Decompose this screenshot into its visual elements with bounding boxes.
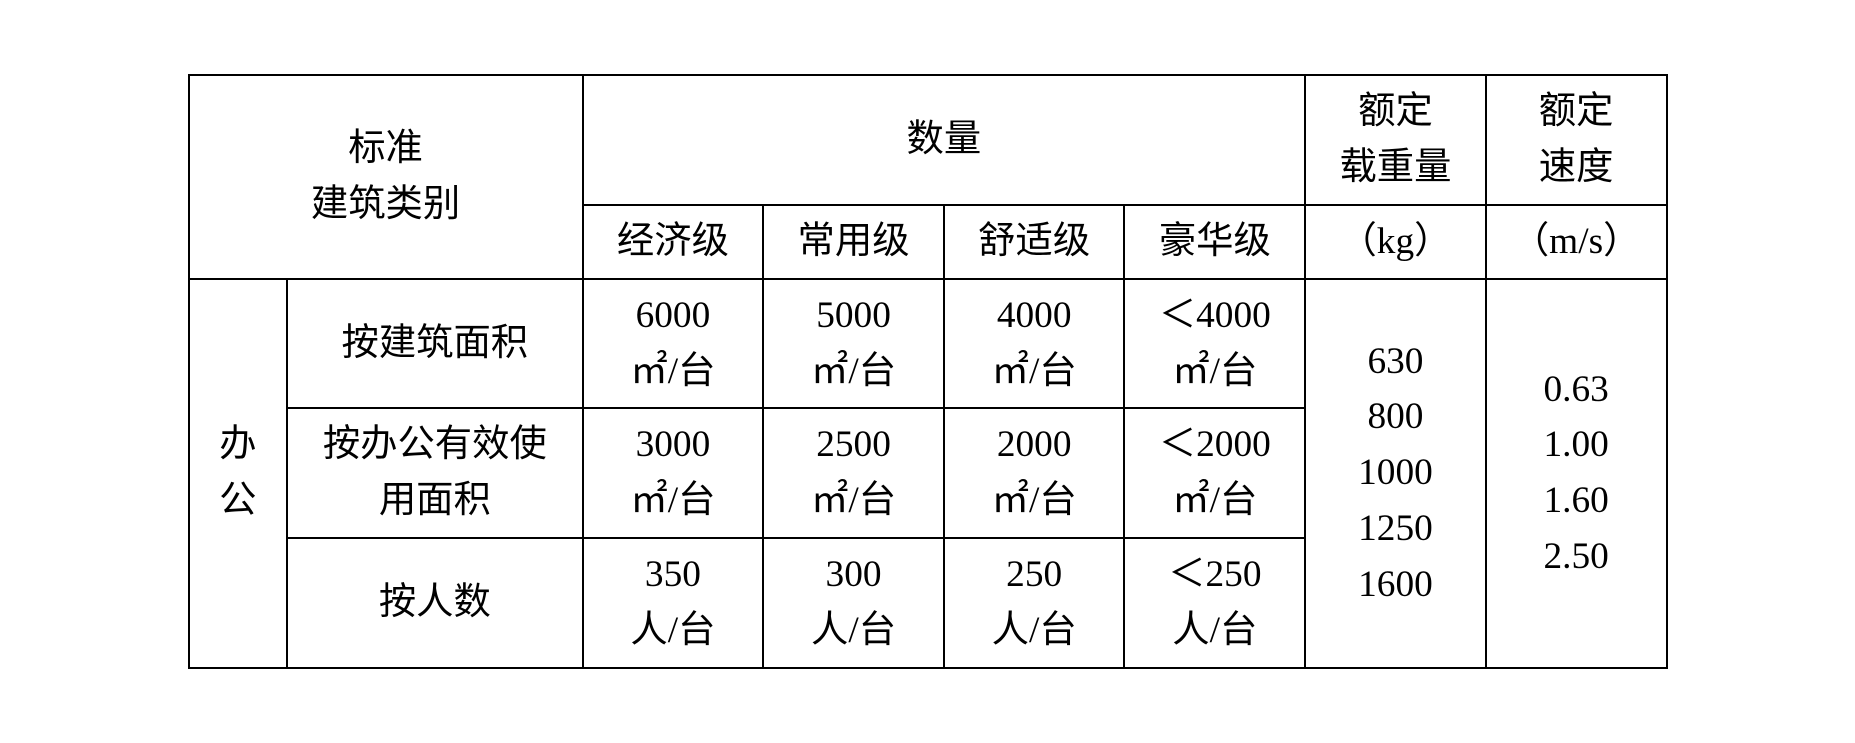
cell-value: 300 人/台 bbox=[763, 538, 944, 668]
cell-value: 6000 ㎡/台 bbox=[583, 279, 764, 409]
cell-value: ＜4000 ㎡/台 bbox=[1124, 279, 1305, 409]
elevator-spec-table-container: 标准 建筑类别 数量 额定 载重量 额定 速度 经济级 常用级 舒适级 豪华级 … bbox=[188, 74, 1668, 670]
category-main-label: 办 公 bbox=[219, 424, 256, 521]
header-economy: 经济级 bbox=[583, 205, 764, 279]
header-rated-load: 额定 载重量 bbox=[1305, 75, 1486, 205]
header-category: 标准 建筑类别 bbox=[189, 75, 583, 279]
header-rated-load-unit: （kg） bbox=[1305, 205, 1486, 279]
rated-load-values: 630 800 1000 1250 1600 bbox=[1305, 279, 1486, 669]
criterion-office-area: 按办公有效使 用面积 bbox=[287, 408, 583, 538]
cell-value: 250 人/台 bbox=[944, 538, 1125, 668]
header-comfort: 舒适级 bbox=[944, 205, 1125, 279]
category-main-cell: 办 公 bbox=[189, 279, 288, 669]
cell-value: 2500 ㎡/台 bbox=[763, 408, 944, 538]
header-rated-speed-unit: （m/s） bbox=[1486, 205, 1667, 279]
cell-value: 4000 ㎡/台 bbox=[944, 279, 1125, 409]
cell-value: 350 人/台 bbox=[583, 538, 764, 668]
criterion-building-area: 按建筑面积 bbox=[287, 279, 583, 409]
cell-value: 5000 ㎡/台 bbox=[763, 279, 944, 409]
header-quantity: 数量 bbox=[583, 75, 1306, 205]
header-rated-speed: 额定 速度 bbox=[1486, 75, 1667, 205]
cell-value: 2000 ㎡/台 bbox=[944, 408, 1125, 538]
table-row: 办 公 按建筑面积 6000 ㎡/台 5000 ㎡/台 4000 ㎡/台 ＜40… bbox=[189, 279, 1667, 409]
elevator-spec-table: 标准 建筑类别 数量 额定 载重量 额定 速度 经济级 常用级 舒适级 豪华级 … bbox=[188, 74, 1668, 670]
rated-speed-values: 0.63 1.00 1.60 2.50 bbox=[1486, 279, 1667, 669]
cell-value: ＜250 人/台 bbox=[1124, 538, 1305, 668]
header-luxury: 豪华级 bbox=[1124, 205, 1305, 279]
cell-value: ＜2000 ㎡/台 bbox=[1124, 408, 1305, 538]
header-row-1: 标准 建筑类别 数量 额定 载重量 额定 速度 bbox=[189, 75, 1667, 205]
header-common: 常用级 bbox=[763, 205, 944, 279]
criterion-people: 按人数 bbox=[287, 538, 583, 668]
cell-value: 3000 ㎡/台 bbox=[583, 408, 764, 538]
